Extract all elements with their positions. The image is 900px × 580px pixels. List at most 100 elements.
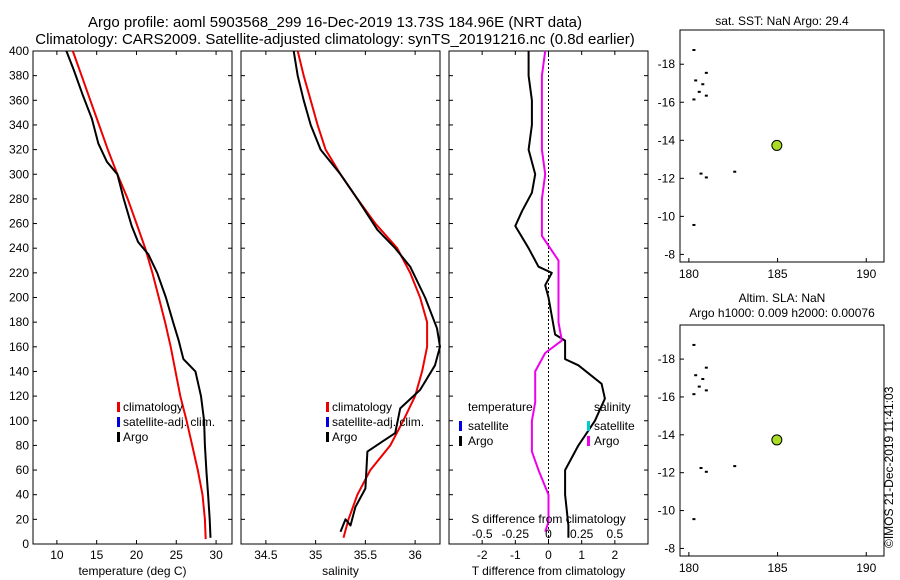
argo-line	[292, 50, 441, 533]
x-tick-label: 2	[611, 548, 618, 562]
y-tick-label: 300	[9, 167, 29, 181]
salinity-tick-label: 0.25	[570, 527, 594, 541]
x-tick-label: -1	[510, 548, 521, 562]
legend-label: climatology	[332, 400, 392, 414]
island-mark	[697, 90, 701, 93]
x-tick-label: 35.5	[354, 548, 378, 562]
map-subtitle: Argo h1000: 0.009 h2000: 0.00076	[689, 306, 875, 320]
y-tick-label: 100	[9, 414, 29, 428]
y-tick-label: -14	[658, 428, 676, 442]
y-tick-label: 400	[9, 44, 29, 58]
sst-map-panel: -8 -10 -12 -14 -16 -18 180 185 190 sat. SST: NaN …	[658, 14, 885, 281]
y-tick-label: 360	[9, 93, 29, 107]
salinity-panel: 34.5 35 35.5 36 salinity climatologysatellite…	[240, 50, 441, 578]
climatology-line	[296, 50, 429, 539]
legend-label: satellite-adj. clim.	[123, 415, 215, 429]
legend-label: climatology	[123, 400, 183, 414]
legend-swatch	[459, 436, 462, 446]
island-mark	[704, 71, 708, 74]
legend-label: satellite	[594, 419, 635, 433]
legend-swatch	[587, 421, 590, 431]
salinity-legend-title: salinity	[594, 400, 631, 414]
island-mark	[701, 83, 705, 86]
legend-label: Argo	[594, 434, 620, 448]
y-tick-label: 20	[16, 512, 30, 526]
island-mark	[692, 98, 696, 101]
island-mark	[704, 470, 708, 473]
y-tick-label: -10	[658, 209, 676, 223]
difference-panel: -2 -1 0 1 2 S difference from climatology-0.5…	[448, 50, 649, 578]
island-mark	[699, 467, 703, 470]
x-tick-label: 20	[130, 548, 144, 562]
island-mark	[733, 465, 737, 468]
y-tick-label: 60	[16, 463, 30, 477]
sla-map-panel: -8 -10 -12 -14 -16 -18 180 185 190 Altim. SLA: Na…	[658, 291, 885, 575]
island-mark	[692, 49, 696, 52]
y-tick-label: 200	[9, 291, 29, 305]
x-tick-label: 180	[679, 561, 699, 575]
salinity-difference-line	[530, 50, 563, 533]
island-mark	[697, 385, 701, 388]
y-tick-label: 140	[9, 364, 29, 378]
y-tick-label: -18	[658, 352, 676, 366]
y-tick-label: 40	[16, 488, 30, 502]
island-mark	[704, 366, 708, 369]
island-mark	[704, 94, 708, 97]
x-tick-label: 25	[170, 548, 184, 562]
argo-position-marker	[771, 139, 783, 151]
salinity-tick-label: 0.5	[606, 527, 623, 541]
y-tick-label: 240	[9, 241, 29, 255]
y-tick-label: 0	[22, 537, 29, 551]
legend-swatch	[459, 421, 462, 431]
y-tick-label: -14	[658, 133, 676, 147]
island-mark	[694, 79, 698, 82]
salinity-tick-label: 0	[545, 527, 552, 541]
legend-swatch	[117, 402, 120, 412]
salinity-tick-label: -0.5	[472, 527, 493, 541]
legend-swatch	[117, 417, 120, 427]
x-tick-label: 35	[309, 548, 323, 562]
y-tick-label: -8	[664, 541, 675, 555]
island-mark	[699, 172, 703, 175]
y-tick-label: -16	[658, 390, 676, 404]
legend-swatch	[587, 436, 590, 446]
x-tick-label: 190	[856, 561, 876, 575]
y-tick-label: 220	[9, 266, 29, 280]
x-tick-label: 180	[679, 267, 699, 281]
island-mark	[692, 343, 696, 346]
x-axis-label: T difference from climatology	[472, 564, 626, 578]
y-tick-label: 80	[16, 438, 30, 452]
temperature-plot-frame	[32, 50, 233, 545]
legend-label: Argo	[123, 430, 149, 444]
island-mark	[704, 176, 708, 179]
y-tick-label: -16	[658, 95, 676, 109]
x-tick-label: 36	[408, 548, 422, 562]
x-axis-label: temperature (deg C)	[78, 564, 186, 578]
temperature-difference-line	[514, 51, 606, 538]
x-tick-label: 34.5	[254, 548, 278, 562]
x-tick-label: -2	[477, 548, 488, 562]
salinity-plot-frame	[240, 50, 441, 545]
y-tick-label: -12	[658, 171, 676, 185]
temperature-legend-title: temperature	[468, 400, 533, 414]
x-tick-label: 15	[90, 548, 104, 562]
island-mark	[733, 170, 737, 173]
y-tick-label: -12	[658, 466, 676, 480]
x-tick-label: 30	[209, 548, 223, 562]
y-tick-label: 320	[9, 143, 29, 157]
x-tick-label: 1	[578, 548, 585, 562]
y-tick-label: 160	[9, 340, 29, 354]
map-title: Altim. SLA: NaN	[739, 291, 826, 305]
legend-swatch	[326, 402, 329, 412]
y-tick-label: 340	[9, 118, 29, 132]
imos-watermark: ©IMOS 21-Dec-2019 11:41:03	[882, 386, 896, 548]
x-tick-label: 185	[768, 561, 788, 575]
salinity-difference-label: S difference from climatology	[471, 512, 626, 526]
figure-title-line2: Climatology: CARS2009. Satellite-adjuste…	[35, 31, 634, 48]
y-tick-label: 380	[9, 69, 29, 83]
figure-title-line1: Argo profile: aoml 5903568_299 16-Dec-20…	[88, 14, 582, 31]
climatology-line	[71, 50, 207, 540]
salinity-tick-label: -0.25	[502, 527, 530, 541]
island-mark	[692, 393, 696, 396]
legend-label: satellite	[468, 419, 509, 433]
